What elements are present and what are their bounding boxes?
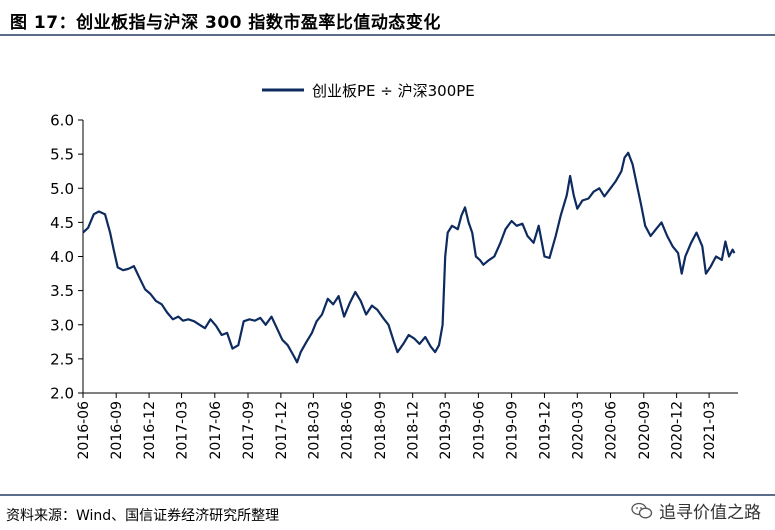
y-axis: 6.0 5.5 5.0 4.5 4.0 3.5 3.0 2.5 2.0	[50, 112, 84, 403]
y-tick-label: 5.5	[50, 146, 74, 164]
y-tick-label: 4.0	[50, 248, 74, 266]
x-tick-label: 2020-09	[637, 401, 653, 460]
y-tick-label: 2.0	[50, 385, 74, 403]
title-bar: 图 17：创业板指与沪深 300 指数市盈率比值动态变化	[0, 0, 775, 36]
x-tick-label: 2017-03	[175, 401, 191, 460]
y-tick-label: 6.0	[50, 112, 74, 130]
x-tick-label: 2019-06	[471, 401, 487, 460]
x-tick-label: 2020-12	[670, 401, 686, 460]
x-tick-label: 2021-03	[702, 401, 718, 460]
x-tick-label: 2018-09	[373, 401, 389, 460]
x-tick-label: 2016-09	[109, 401, 125, 460]
y-tick-label: 2.5	[50, 350, 74, 368]
y-tick-label: 3.5	[50, 282, 74, 300]
x-tick-label: 2019-12	[537, 401, 553, 460]
x-tick-label: 2017-06	[208, 401, 224, 460]
x-tick-label: 2016-06	[76, 401, 92, 460]
plot-area	[82, 151, 736, 364]
x-tick-label: 2018-03	[306, 401, 322, 460]
source-rule	[0, 494, 775, 496]
x-tick-label: 2017-09	[241, 401, 257, 460]
watermark-text: 追寻价值之路	[659, 503, 761, 523]
x-tick-label: 2020-06	[604, 401, 620, 460]
watermark: 追寻价值之路	[631, 498, 761, 523]
legend-label: 创业板PE ÷ 沪深300PE	[312, 82, 475, 100]
x-tick-label: 2019-03	[438, 401, 454, 460]
x-tick-label: 2020-03	[570, 401, 586, 460]
source-note: 资料来源：Wind、国信证券经济研究所整理	[6, 508, 280, 524]
x-tick-label: 2019-09	[505, 401, 521, 460]
y-tick-label: 5.0	[50, 180, 74, 198]
x-axis: 2016-06 2016-09 2016-12 2017-03 2017-06 2017-…	[76, 392, 738, 460]
legend: 创业板PE ÷ 沪深300PE	[262, 82, 475, 100]
x-tick-label: 2018-12	[406, 401, 422, 460]
x-tick-label: 2017-12	[274, 401, 290, 460]
x-tick-label: 2018-06	[340, 401, 356, 460]
series-line	[82, 151, 736, 364]
y-tick-label: 3.0	[50, 316, 74, 334]
chart: 创业板PE ÷ 沪深300PE 6.0 5.5 5.0 4.5 4.0 3.5 3.0 2.5…	[50, 82, 738, 460]
chart-title: 图 17：创业板指与沪深 300 指数市盈率比值动态变化	[10, 13, 441, 33]
y-tick-label: 4.5	[50, 214, 74, 232]
x-tick-label: 2016-12	[142, 401, 158, 460]
wechat-icon	[631, 502, 653, 518]
